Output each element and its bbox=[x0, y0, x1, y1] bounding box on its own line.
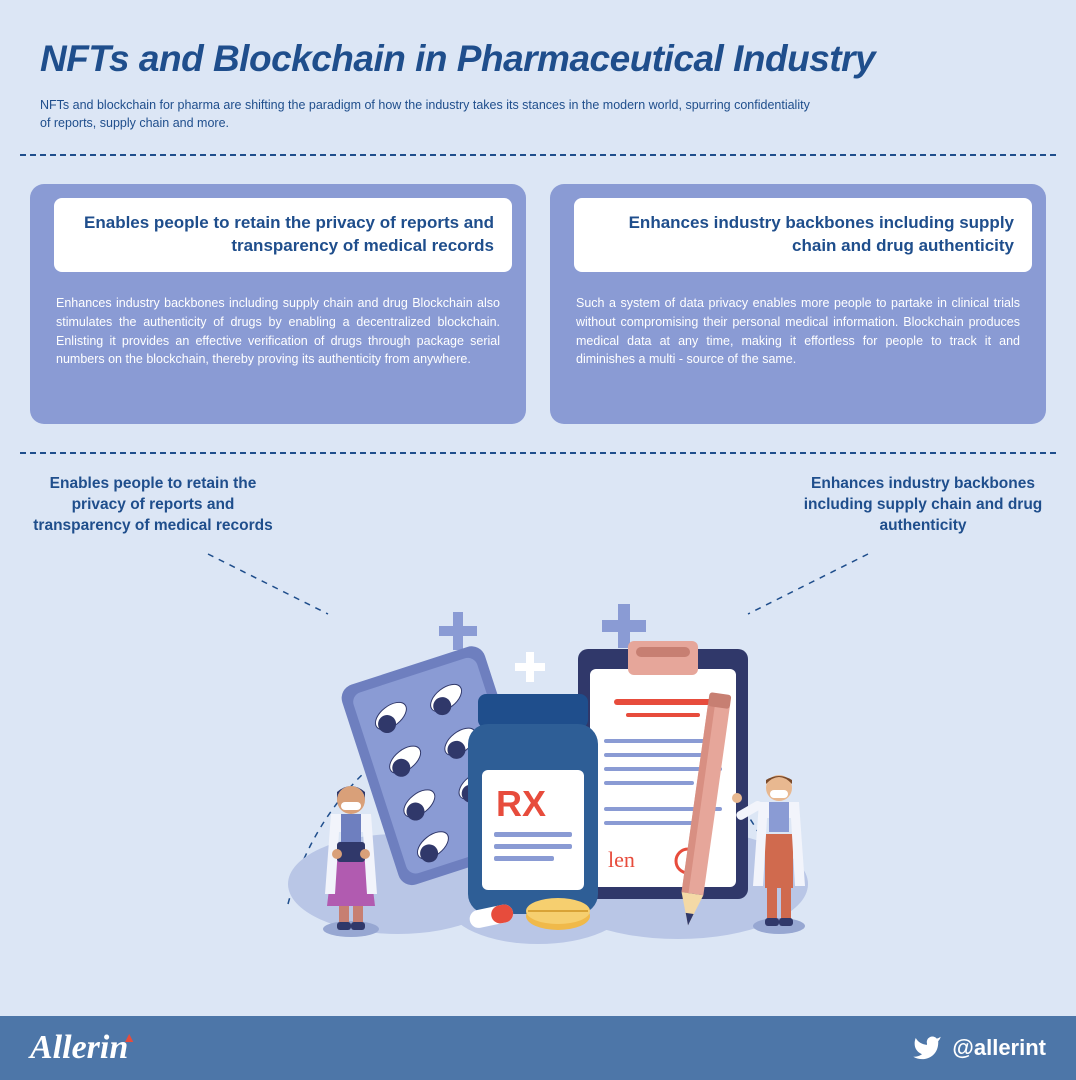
cards-row: Enables people to retain the privacy of … bbox=[0, 156, 1076, 452]
illustration-section: Enables people to retain the privacy of … bbox=[0, 454, 1076, 944]
header: NFTs and Blockchain in Pharmaceutical In… bbox=[0, 0, 1076, 154]
twitter-handle: @allerint bbox=[912, 1033, 1046, 1063]
card-supply-chain: Enhances industry backbones including su… bbox=[550, 184, 1046, 424]
rx-label: RX bbox=[496, 783, 546, 824]
card-body: Such a system of data privacy enables mo… bbox=[550, 272, 1046, 369]
flame-icon: ▲ bbox=[122, 1031, 136, 1047]
card-body: Enhances industry backbones including su… bbox=[30, 272, 526, 369]
card-heading: Enhances industry backbones including su… bbox=[574, 198, 1032, 272]
card-heading: Enables people to retain the privacy of … bbox=[54, 198, 512, 272]
pharma-illustration: len RX bbox=[148, 474, 928, 954]
page-subtitle: NFTs and blockchain for pharma are shift… bbox=[40, 96, 820, 132]
footer: Allerin▲ @allerint bbox=[0, 1016, 1076, 1080]
twitter-handle-text: @allerint bbox=[952, 1035, 1046, 1061]
card-privacy: Enables people to retain the privacy of … bbox=[30, 184, 526, 424]
signature-text: len bbox=[608, 847, 635, 872]
brand-logo: Allerin▲ bbox=[30, 1029, 136, 1067]
page-title: NFTs and Blockchain in Pharmaceutical In… bbox=[40, 38, 1036, 80]
brand-name: Allerin bbox=[30, 1029, 128, 1066]
twitter-icon bbox=[912, 1033, 942, 1063]
